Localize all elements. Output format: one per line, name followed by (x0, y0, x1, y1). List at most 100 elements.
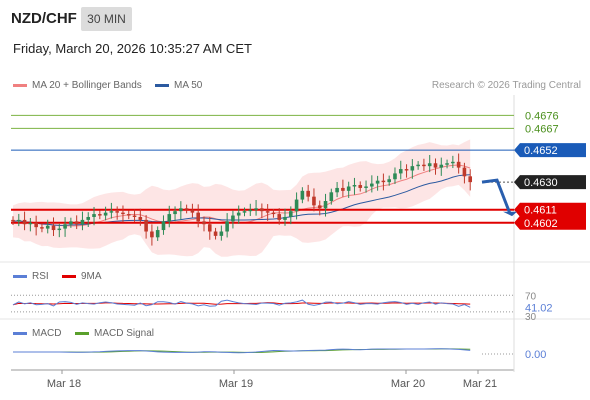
candle-body (150, 231, 154, 238)
credit-text: Research © 2026 Trading Central (431, 80, 581, 91)
candle-body (404, 169, 409, 171)
candle-body (341, 187, 345, 191)
candle-body (329, 192, 334, 202)
rsi-line (12, 299, 471, 308)
candle-body (57, 228, 62, 231)
candle-body (109, 211, 114, 213)
candle-body (103, 212, 108, 216)
candle-body (456, 161, 461, 168)
candle-body (277, 214, 282, 220)
legend-rsi: RSI (13, 271, 49, 282)
candle-body (98, 214, 102, 216)
candle-body (358, 185, 363, 188)
candle-body (51, 225, 56, 231)
candle-body (317, 205, 322, 209)
legend-macd-signal: MACD Signal (75, 328, 154, 339)
forecast-arrow (481, 178, 512, 215)
candle-body (190, 209, 195, 213)
candle-body (248, 209, 253, 212)
candle-body (335, 187, 339, 193)
candle-body (184, 208, 189, 210)
candle-body (126, 214, 131, 216)
support-label: 0.4611 (524, 205, 557, 217)
rsi-level-label: 70 (525, 291, 537, 302)
resistance-label: 0.4667 (525, 123, 559, 135)
current-price-tag (514, 175, 586, 190)
x-tick-label: Mar 18 (47, 378, 81, 390)
candle-body (433, 163, 438, 168)
candle-body (387, 179, 391, 183)
pair-title: NZD/CHF (11, 10, 77, 27)
candle-body (300, 190, 305, 200)
x-tick-label: Mar 20 (391, 378, 425, 390)
candle-body (161, 221, 166, 231)
candle-body (381, 180, 386, 183)
candle-body (398, 169, 403, 174)
current-price-label: 0.4630 (524, 177, 558, 189)
candle-body (213, 231, 218, 236)
candle-body (202, 221, 206, 225)
candle-body (393, 173, 397, 180)
candle-body (462, 167, 467, 177)
ma9-label: 9MA (81, 271, 102, 282)
rsi-value-label: 41.02 (525, 302, 553, 314)
candle-body (132, 215, 137, 217)
candle-body (173, 211, 177, 215)
candle-body (468, 176, 473, 183)
candle-body (439, 164, 444, 168)
candle-body (225, 221, 229, 232)
candle-body (40, 227, 44, 229)
ma50-swatch (155, 83, 169, 87)
candle-body (219, 231, 224, 236)
header: NZD/CHF 30 MIN (0, 0, 590, 36)
pivot-tag (514, 143, 586, 158)
resistance-label: 0.4676 (525, 110, 559, 122)
candle-body (427, 163, 432, 167)
macd-line (13, 348, 471, 354)
rsi-swatch (13, 274, 27, 278)
timeframe-badge[interactable]: 30 MIN (81, 7, 132, 31)
candle-body (138, 216, 143, 220)
macd-swatch (13, 331, 27, 335)
candle-body (45, 225, 50, 229)
candle-body (231, 215, 235, 222)
candle-body (196, 212, 200, 222)
candle-body (74, 221, 79, 225)
candle-body (289, 211, 293, 217)
candle-body (254, 208, 258, 210)
legend-ma20: MA 20 + Bollinger Bands (13, 80, 142, 91)
candle-body (63, 224, 67, 229)
candle-body (422, 164, 426, 167)
candle-body (352, 185, 357, 187)
candle-body (80, 219, 85, 225)
candle-body (346, 186, 351, 191)
candle-body (306, 190, 310, 197)
candle-body (410, 166, 415, 171)
signal-label: MACD Signal (94, 328, 155, 339)
support-label: 0.4602 (524, 218, 558, 230)
candle-body (375, 180, 380, 184)
candle-body (34, 222, 38, 228)
pivot-label: 0.4652 (524, 145, 558, 157)
x-tick-label: Mar 19 (219, 378, 253, 390)
candle-body (179, 208, 183, 212)
candle-body (260, 208, 264, 212)
candle-body (16, 219, 21, 222)
candle-body (364, 186, 368, 188)
ma50-line (12, 174, 471, 226)
ma50-label: MA 50 (174, 80, 203, 91)
legend-ma50: MA 50 (155, 80, 202, 91)
ma20-label: MA 20 + Bollinger Bands (32, 80, 142, 91)
datetime-label: Friday, March 20, 2026 10:35:27 AM CET (13, 41, 252, 56)
ma9-swatch (62, 274, 76, 278)
candle-body (86, 216, 91, 220)
macd-value-label: 0.00 (525, 349, 546, 361)
candle-body (121, 212, 125, 215)
candle-body (323, 201, 328, 209)
macd-label: MACD (32, 328, 62, 339)
rsi-label: RSI (32, 271, 49, 282)
candle-body (28, 222, 33, 225)
candle-body (11, 219, 15, 222)
candle-body (207, 224, 212, 232)
